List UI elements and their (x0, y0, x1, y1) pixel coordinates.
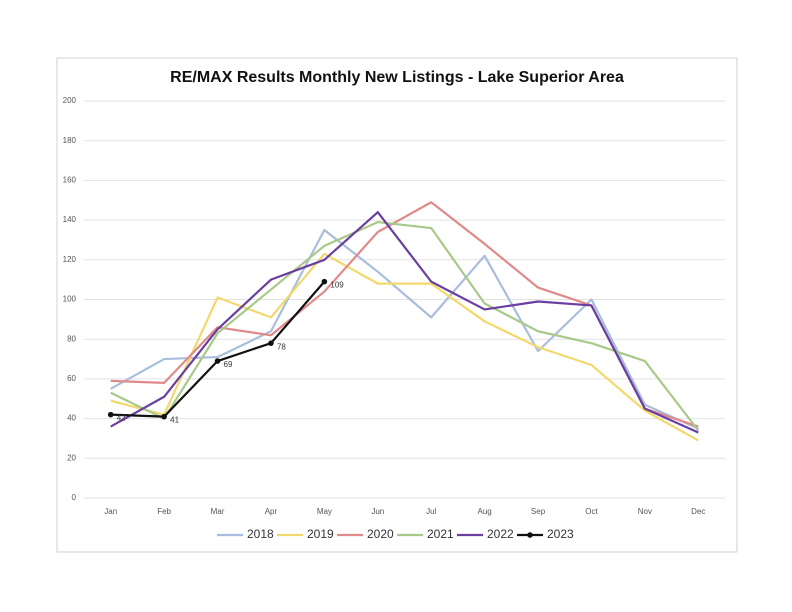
data-label: 69 (224, 360, 233, 369)
series-line (110, 252, 699, 442)
point-marker (161, 413, 167, 420)
y-tick-label: 200 (63, 96, 77, 105)
legend-label: 2019 (307, 527, 334, 541)
point-marker (214, 358, 221, 364)
x-tick-label: Nov (638, 507, 652, 516)
x-tick-label: Mar (211, 507, 225, 516)
y-tick-label: 20 (67, 453, 76, 462)
legend-label: 2018 (247, 527, 274, 541)
point-marker (321, 278, 328, 285)
y-tick-label: 120 (63, 255, 77, 264)
series-line (110, 228, 699, 430)
y-tick-label: 0 (72, 493, 77, 502)
x-tick-label: Oct (585, 507, 598, 516)
series-line (110, 211, 699, 434)
point-marker (268, 340, 274, 346)
data-label: 42 (117, 414, 126, 423)
data-label: 109 (330, 281, 344, 290)
y-tick-label: 100 (63, 295, 77, 304)
x-tick-label: Jan (104, 507, 117, 516)
x-tick-label: Jun (371, 507, 384, 516)
x-tick-label: Apr (265, 507, 278, 516)
legend-marker (527, 532, 533, 538)
y-tick-label: 80 (67, 334, 76, 343)
x-tick-label: Sep (531, 507, 546, 516)
y-tick-label: 160 (63, 176, 77, 185)
legend-label: 2022 (487, 527, 514, 541)
series-line (110, 220, 700, 432)
data-label: 41 (170, 416, 179, 425)
y-tick-label: 60 (67, 374, 76, 383)
x-tick-label: Aug (478, 507, 492, 516)
data-label: 78 (277, 342, 286, 351)
chart-title: RE/MAX Results Monthly New Listings - La… (170, 69, 624, 86)
y-tick-label: 40 (67, 414, 76, 423)
y-tick-label: 140 (63, 215, 77, 224)
legend-label: 2020 (367, 527, 394, 541)
x-tick-label: May (317, 507, 332, 516)
legend-label: 2023 (547, 527, 574, 541)
y-tick-label: 180 (63, 136, 77, 145)
x-tick-label: Jul (426, 507, 436, 516)
x-tick-label: Dec (691, 507, 705, 516)
point-marker (107, 411, 114, 418)
chart-frame (56, 57, 738, 553)
x-tick-label: Feb (157, 507, 171, 516)
legend-label: 2021 (427, 527, 454, 541)
